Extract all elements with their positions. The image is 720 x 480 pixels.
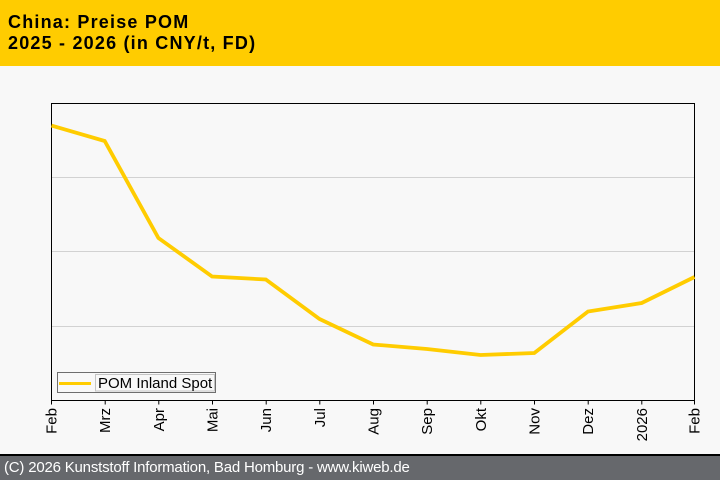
svg-text:Jun: Jun: [258, 408, 275, 432]
svg-text:POM Inland Spot: POM Inland Spot: [98, 375, 213, 392]
svg-text:Feb: Feb: [44, 408, 61, 434]
svg-text:Jul: Jul: [312, 408, 329, 427]
svg-text:Nov: Nov: [527, 408, 544, 435]
svg-text:2026: 2026: [634, 408, 651, 441]
svg-text:Feb: Feb: [687, 408, 704, 434]
svg-text:Mai: Mai: [205, 408, 222, 432]
svg-text:Dez: Dez: [580, 408, 597, 435]
svg-text:Aug: Aug: [366, 408, 383, 435]
svg-text:Apr: Apr: [151, 408, 168, 431]
svg-text:Sep: Sep: [419, 408, 436, 435]
svg-text:Mrz: Mrz: [97, 408, 114, 433]
svg-text:Okt: Okt: [473, 407, 490, 431]
